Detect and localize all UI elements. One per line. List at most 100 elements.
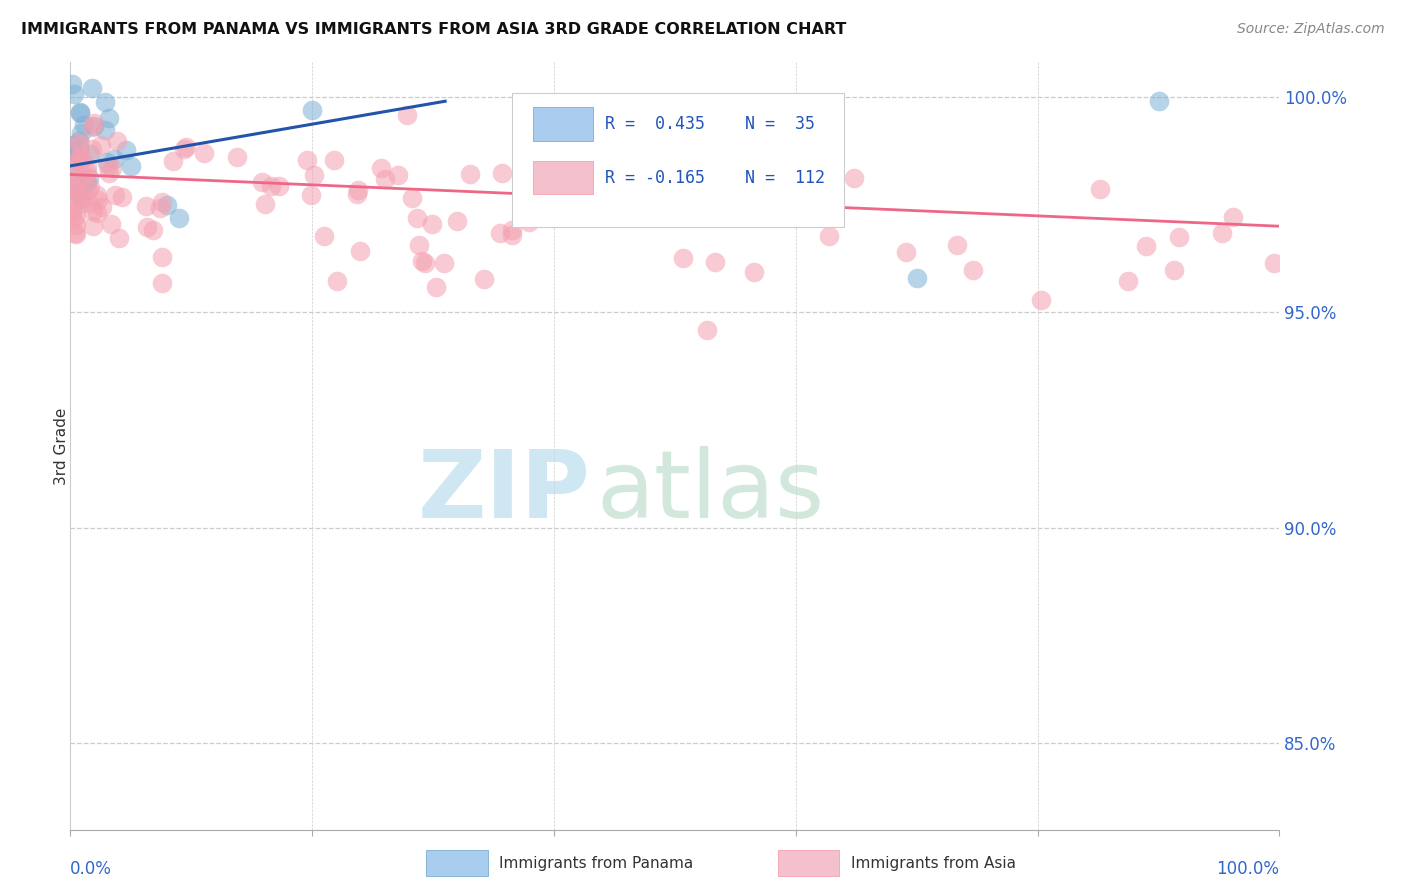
Point bbox=[82, 80, 104, 95]
Point bbox=[374, 171, 396, 186]
Point bbox=[76, 176, 98, 190]
Point bbox=[1118, 274, 1140, 288]
Point bbox=[349, 244, 371, 258]
Point bbox=[60, 150, 83, 164]
Point bbox=[67, 136, 90, 150]
Point bbox=[104, 187, 127, 202]
Point bbox=[97, 159, 120, 173]
Point bbox=[387, 168, 409, 182]
Point bbox=[86, 206, 108, 220]
Point bbox=[63, 152, 86, 166]
Point bbox=[86, 193, 108, 207]
Point bbox=[489, 226, 512, 240]
Text: IMMIGRANTS FROM PANAMA VS IMMIGRANTS FROM ASIA 3RD GRADE CORRELATION CHART: IMMIGRANTS FROM PANAMA VS IMMIGRANTS FRO… bbox=[21, 22, 846, 37]
Text: Source: ZipAtlas.com: Source: ZipAtlas.com bbox=[1237, 22, 1385, 37]
Point bbox=[65, 227, 87, 241]
Point bbox=[962, 263, 984, 277]
Point bbox=[62, 87, 84, 102]
Point bbox=[302, 168, 325, 182]
Point bbox=[67, 142, 90, 156]
Point bbox=[672, 251, 695, 265]
Point bbox=[501, 227, 523, 242]
Point bbox=[600, 130, 623, 145]
Point bbox=[120, 159, 142, 173]
Point bbox=[80, 120, 103, 134]
FancyBboxPatch shape bbox=[512, 93, 844, 227]
Point bbox=[1263, 255, 1285, 269]
Point bbox=[395, 108, 418, 122]
Point bbox=[94, 95, 117, 110]
Point bbox=[501, 223, 523, 237]
Point bbox=[517, 215, 540, 229]
Point bbox=[408, 237, 430, 252]
Point bbox=[1211, 227, 1233, 241]
Point bbox=[1163, 263, 1185, 277]
Point bbox=[458, 168, 481, 182]
Text: Immigrants from Asia: Immigrants from Asia bbox=[851, 856, 1015, 871]
Point bbox=[162, 154, 184, 169]
Point bbox=[254, 197, 277, 211]
Point bbox=[67, 139, 90, 153]
Point bbox=[425, 280, 447, 294]
Point bbox=[1168, 230, 1191, 244]
Point bbox=[420, 217, 443, 231]
Point bbox=[60, 205, 83, 219]
Point bbox=[946, 238, 969, 252]
Point bbox=[301, 103, 323, 117]
Point bbox=[105, 134, 128, 148]
Point bbox=[250, 175, 273, 189]
Point bbox=[72, 118, 94, 132]
Point bbox=[76, 183, 98, 197]
Point bbox=[696, 323, 718, 337]
Point bbox=[766, 197, 789, 211]
Point bbox=[149, 201, 172, 215]
Point bbox=[60, 204, 83, 219]
FancyBboxPatch shape bbox=[533, 161, 593, 194]
Point bbox=[176, 140, 198, 154]
Point bbox=[742, 265, 765, 279]
Point bbox=[82, 204, 104, 219]
Point bbox=[894, 245, 917, 260]
Point bbox=[70, 190, 93, 204]
Point bbox=[269, 179, 291, 194]
Point bbox=[82, 142, 104, 156]
Point bbox=[135, 198, 157, 212]
Point bbox=[405, 211, 427, 225]
Point bbox=[1222, 211, 1244, 225]
Point bbox=[167, 211, 190, 225]
Point bbox=[69, 157, 91, 171]
Point bbox=[413, 256, 436, 270]
Point bbox=[1088, 182, 1111, 196]
Point bbox=[69, 154, 91, 169]
Point bbox=[70, 126, 93, 140]
Point bbox=[111, 190, 134, 204]
Point bbox=[66, 186, 89, 201]
Point bbox=[69, 196, 91, 211]
Point bbox=[260, 178, 283, 193]
Point bbox=[295, 153, 318, 167]
Point bbox=[79, 146, 101, 161]
Point bbox=[299, 188, 322, 202]
Point bbox=[150, 277, 173, 291]
Point bbox=[65, 210, 87, 224]
Point bbox=[533, 209, 555, 223]
Point bbox=[79, 180, 101, 194]
Point bbox=[91, 200, 114, 214]
Point bbox=[905, 271, 928, 285]
Point bbox=[94, 123, 117, 137]
Point bbox=[65, 164, 87, 178]
Point bbox=[108, 230, 131, 244]
Point bbox=[842, 170, 865, 185]
Y-axis label: 3rd Grade: 3rd Grade bbox=[55, 408, 69, 484]
Point bbox=[100, 217, 122, 231]
Text: 0.0%: 0.0% bbox=[70, 860, 112, 878]
Text: R =  0.435    N =  35: R = 0.435 N = 35 bbox=[605, 115, 814, 133]
Point bbox=[1029, 293, 1052, 307]
Point bbox=[77, 170, 100, 185]
Point bbox=[114, 144, 136, 158]
Point bbox=[65, 226, 87, 240]
Text: ZIP: ZIP bbox=[418, 446, 591, 538]
Point bbox=[173, 142, 195, 156]
Point bbox=[156, 197, 179, 211]
Point bbox=[346, 183, 368, 197]
